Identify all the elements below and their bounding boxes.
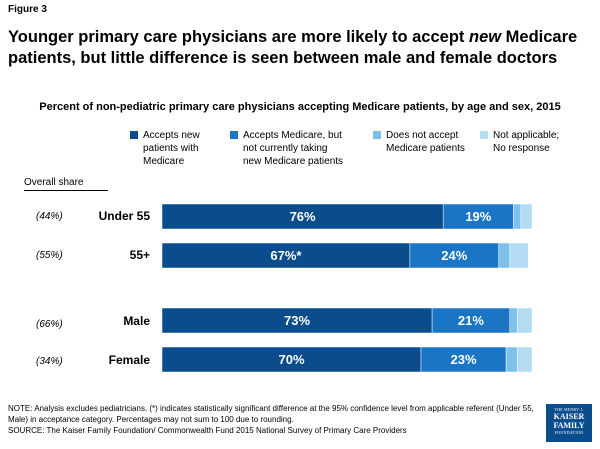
bar-data-label: 76% (290, 209, 316, 224)
bar-segment-3-row-3 (509, 307, 518, 334)
legend-text: Does not accept Medicare patients (386, 129, 465, 155)
legend-swatch (480, 131, 488, 139)
legend-text: Accepts new patients with Medicare (143, 129, 200, 168)
bar-data-label: 19% (465, 209, 491, 224)
bar-data-label: 73% (284, 313, 310, 328)
figure-label: Figure 3 (8, 4, 47, 15)
chart-title: Percent of non-pediatric primary care ph… (39, 101, 561, 113)
bar-data-label: 24% (441, 248, 467, 263)
kff-logo: THE HENRY J. KAISER FAMILY FOUNDATION (546, 404, 592, 442)
legend-line: not currently taking (243, 143, 328, 154)
title-part-2: Medicare patients, but little difference… (8, 28, 578, 67)
legend-line: Medicare (143, 156, 185, 167)
overall-share-female: (34%) (36, 356, 63, 367)
bar-segment-1-row-2 (161, 242, 411, 269)
legend-line: patients with (143, 143, 199, 154)
bar-segment-3-row-2 (498, 242, 511, 269)
row-label-55plus: 55+ (129, 248, 150, 262)
bar-segment-2-row-2 (409, 242, 499, 269)
footnote: NOTE: Analysis excludes pediatricians. (… (8, 403, 538, 436)
overall-share-male: (66%) (36, 319, 63, 330)
logo-line: KAISER (553, 412, 585, 421)
overall-share-55plus: (55%) (36, 250, 63, 261)
legend-line: Accepts Medicare, but (243, 130, 342, 141)
row-label-under55: Under 55 (98, 209, 150, 223)
logo-line: THE HENRY J. (554, 407, 584, 412)
bar-data-label: 21% (458, 313, 484, 328)
legend-swatch (230, 131, 238, 139)
bar-data-label: 23% (451, 352, 477, 367)
legend-line: Medicare patients (386, 143, 465, 154)
legend-line: new Medicare patients (243, 156, 344, 167)
legend-line: Does not accept (386, 130, 459, 141)
bar-segment-1-row-4 (161, 346, 422, 373)
bar-segment-3-row-1 (513, 203, 522, 230)
overall-share-underline (24, 190, 108, 191)
bar-segment-1-row-3 (161, 307, 433, 334)
bar-segment-4-row-4 (516, 346, 533, 373)
legend-swatch (373, 131, 381, 139)
bar-segment-2-row-3 (431, 307, 511, 334)
page-title: Younger primary care physicians are more… (8, 27, 593, 69)
bar-data-label: 70% (278, 352, 304, 367)
bar-segment-2-row-1 (442, 203, 514, 230)
bar-segment-3-row-4 (505, 346, 518, 373)
row-label-male: Male (123, 314, 150, 328)
logo-line: FOUNDATION (554, 430, 584, 435)
title-emphasis: new (468, 28, 502, 46)
note-text: NOTE: Analysis excludes pediatricians. (… (8, 404, 534, 424)
title-part-1: Younger primary care physicians are more… (8, 28, 469, 46)
legend-swatch (130, 131, 138, 139)
legend-line: Not applicable; (493, 130, 560, 141)
bar-segment-4-row-1 (520, 203, 533, 230)
bar-data-label: 67%* (270, 248, 302, 263)
bar-segment-4-row-2 (509, 242, 529, 269)
legend-line: Accepts new (143, 130, 200, 141)
source-text: SOURCE: The Kaiser Family Foundation/ Co… (8, 426, 407, 435)
bar-segment-2-row-4 (420, 346, 507, 373)
overall-share-heading: Overall share (24, 177, 84, 188)
legend-text: Accepts Medicare, but not currently taki… (243, 129, 343, 168)
row-label-female: Female (108, 353, 150, 367)
bar-segment-1-row-1 (161, 203, 444, 230)
legend-text: Not applicable; No response (493, 129, 559, 155)
overall-share-under55: (44%) (36, 211, 63, 222)
legend-line: No response (493, 143, 550, 154)
bar-segment-4-row-3 (516, 307, 533, 334)
logo-line: FAMILY (553, 421, 585, 430)
